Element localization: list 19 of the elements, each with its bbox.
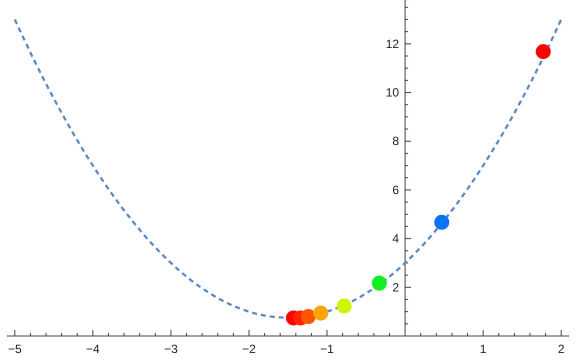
point xyxy=(313,306,328,321)
x-tick-label: −3 xyxy=(164,342,178,356)
y-tick-label: 10 xyxy=(386,86,400,100)
y-tick-label: 12 xyxy=(386,36,400,51)
x-tick-label: −2 xyxy=(242,342,256,356)
x-tick-label: 2 xyxy=(558,342,565,356)
x-tick-label: 1 xyxy=(480,342,487,356)
x-tick-label: −4 xyxy=(86,342,100,356)
y-tick-label: 6 xyxy=(392,182,400,197)
y-tick-label: 8 xyxy=(392,134,400,148)
y-tick-label: 2 xyxy=(392,280,400,294)
x-tick-label: −5 xyxy=(8,342,22,356)
point xyxy=(336,298,352,314)
point xyxy=(372,276,387,291)
point xyxy=(300,309,316,324)
point xyxy=(536,44,551,60)
point xyxy=(434,214,450,230)
x-tick-label: −1 xyxy=(320,342,334,356)
y-tick-label: 4 xyxy=(392,232,400,246)
